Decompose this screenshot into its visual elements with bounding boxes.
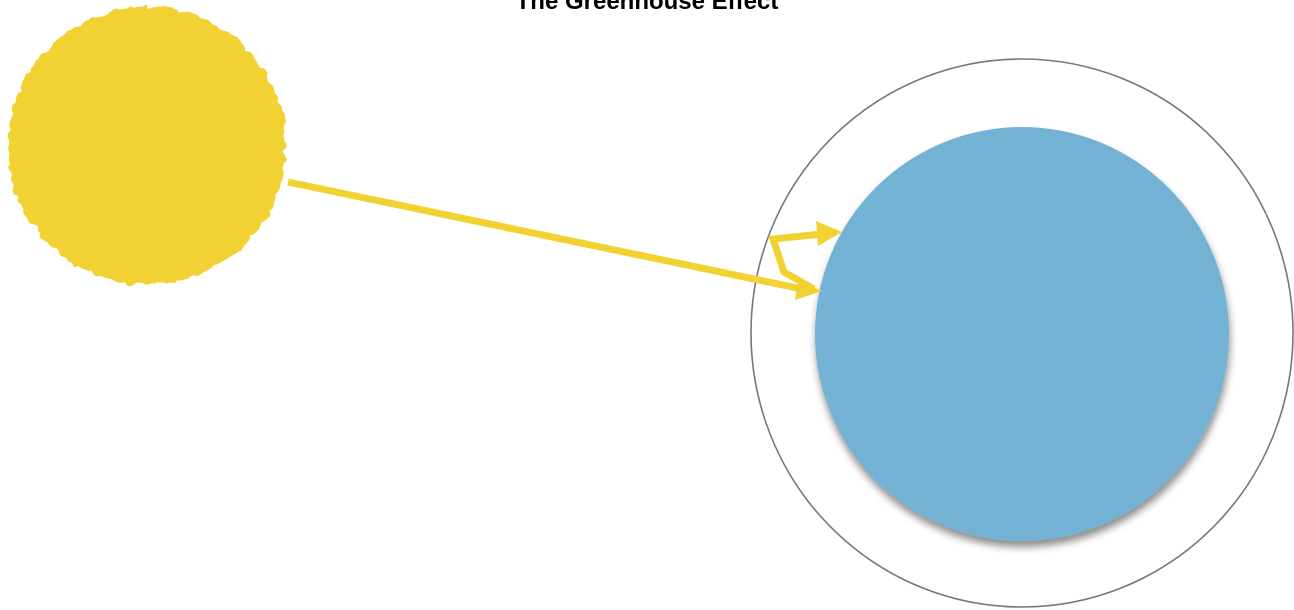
earth xyxy=(815,127,1229,541)
reflected-radiation-arrow xyxy=(768,230,823,293)
diagram-title: The Greenhouse Effect xyxy=(515,0,779,15)
incoming-radiation-arrow xyxy=(287,178,803,293)
sun xyxy=(8,7,286,285)
atmosphere-ring xyxy=(750,58,1294,608)
reflected-arrowhead xyxy=(816,221,842,246)
